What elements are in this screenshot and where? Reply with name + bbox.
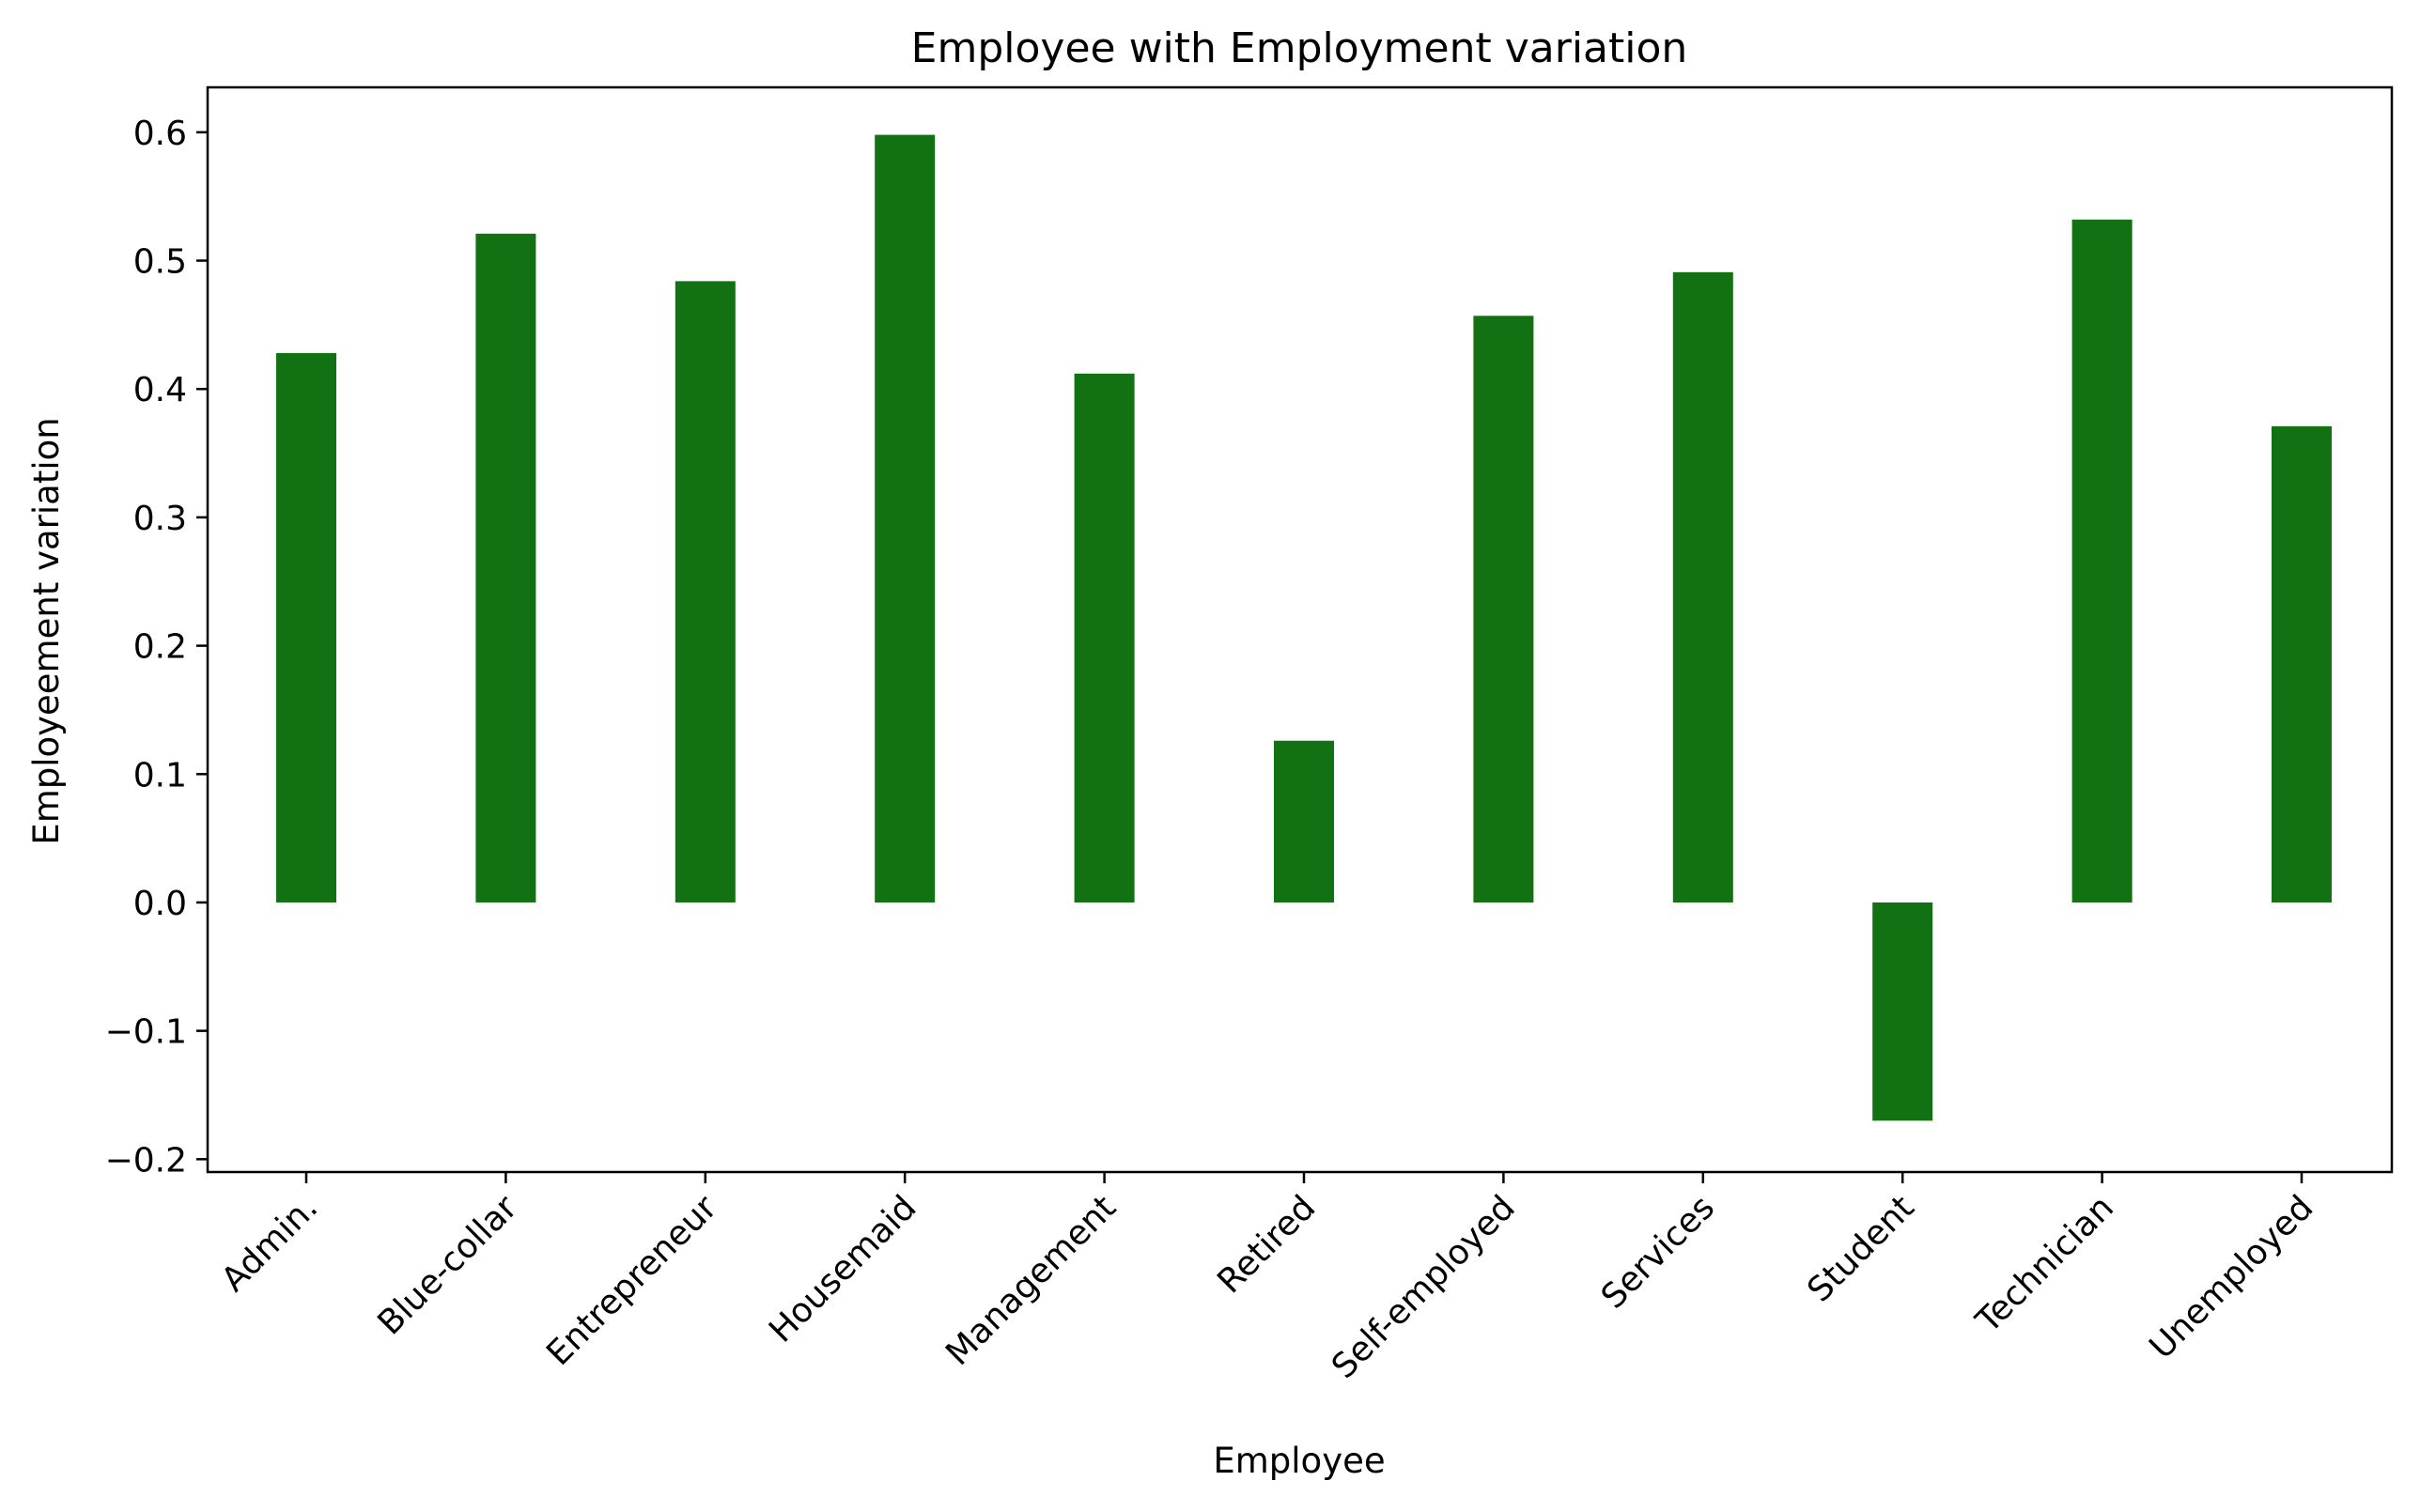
bar-self-employed <box>1473 316 1534 903</box>
y-tick-label: 0.0 <box>133 885 187 923</box>
x-tick-label: Technician <box>1968 1188 2121 1341</box>
x-tick-label: Self-employed <box>1325 1188 1523 1386</box>
y-tick-label: 0.4 <box>133 371 187 409</box>
bar-technician <box>2071 219 2133 903</box>
bar-services <box>1672 271 1733 903</box>
x-tick-label: Housemaid <box>762 1188 923 1350</box>
bar-blue-collar <box>475 233 536 903</box>
y-axis: −0.2 −0.1 0.0 0.1 0.2 0.3 0.4 0.5 0.6 <box>105 115 208 1180</box>
bar-retired <box>1274 740 1334 903</box>
bar-housemaid <box>875 134 936 903</box>
bar-unemployed <box>2272 425 2332 903</box>
y-tick-label: 0.2 <box>133 628 187 667</box>
x-tick-label: Retired <box>1210 1188 1323 1301</box>
x-tick-label: Management <box>939 1188 1124 1373</box>
bar-entrepreneur <box>675 281 736 903</box>
chart-title: Employee with Employment variation <box>911 24 1688 72</box>
bar-management <box>1074 373 1135 903</box>
x-axis: Admin. Blue-collar Entrepreneur Housemaid Ma… <box>214 1172 2320 1386</box>
x-tick-label: Admin. <box>214 1188 325 1299</box>
x-tick-label: Student <box>1800 1188 1921 1309</box>
x-axis-label: Employee <box>1213 1441 1385 1481</box>
y-tick-label: 0.5 <box>133 243 187 282</box>
plot-frame <box>206 85 2394 1174</box>
x-tick-label: Entrepreneur <box>539 1188 724 1373</box>
x-tick-label: Services <box>1594 1188 1722 1316</box>
bar-admin <box>276 352 336 903</box>
y-tick-label: 0.6 <box>133 115 187 153</box>
x-tick-label: Blue-collar <box>370 1188 524 1342</box>
bars-layer <box>276 134 2332 1121</box>
y-tick-label: 0.3 <box>133 500 187 538</box>
x-tick-label: Unemployed <box>2142 1188 2320 1366</box>
y-tick-label: −0.2 <box>105 1141 187 1180</box>
y-tick-label: 0.1 <box>133 756 187 795</box>
y-tick-label: −0.1 <box>105 1013 187 1052</box>
bar-student <box>1872 902 1933 1121</box>
y-axis-label: Employeement variation <box>26 417 67 844</box>
